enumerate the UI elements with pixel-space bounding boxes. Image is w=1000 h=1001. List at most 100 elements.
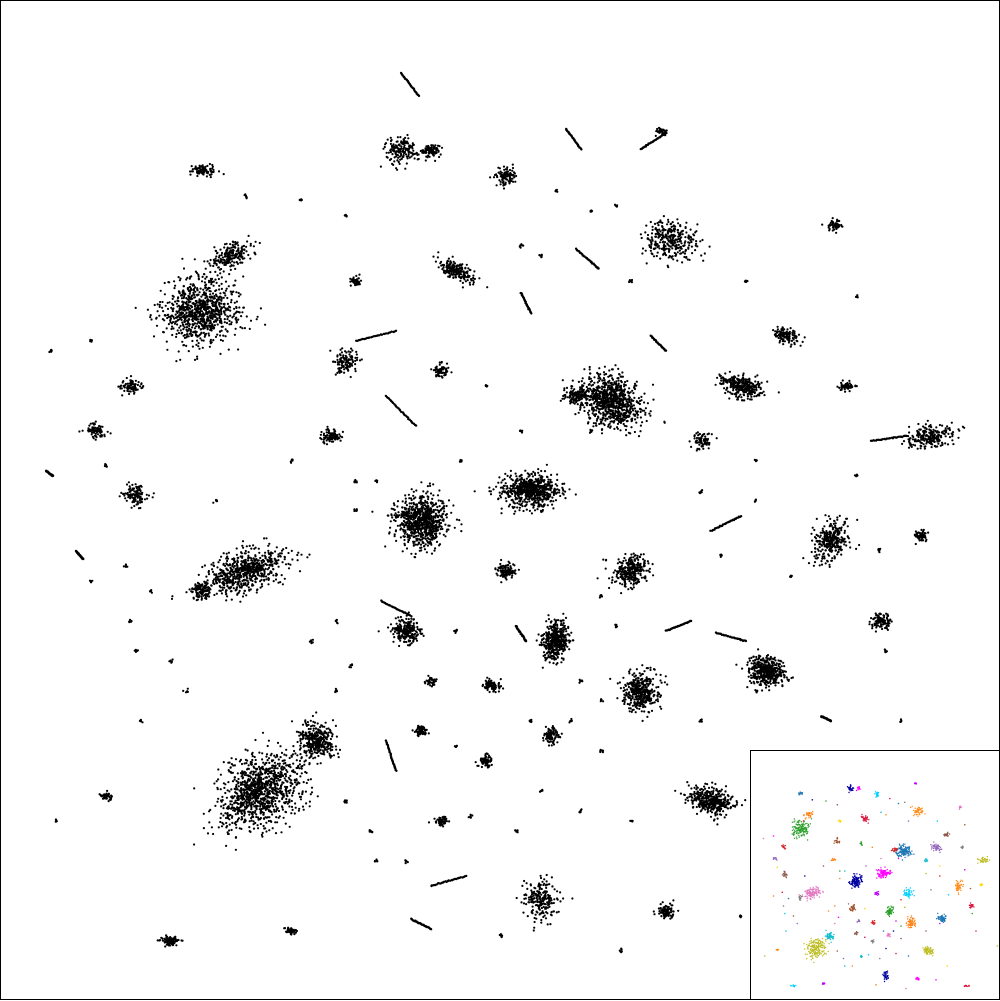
- data-point: [708, 245, 711, 248]
- data-point: [402, 151, 405, 154]
- data-point: [383, 145, 386, 149]
- data-point: [327, 734, 330, 737]
- data-point: [316, 740, 319, 743]
- data-point: [264, 555, 267, 558]
- data-point: [159, 300, 162, 304]
- data-point: [274, 799, 277, 803]
- data-point: [254, 762, 258, 766]
- data-point: [404, 153, 408, 156]
- data-point: [181, 323, 185, 326]
- data-point: [214, 270, 217, 273]
- data-point: [305, 754, 308, 757]
- data-point: [263, 796, 266, 799]
- data-point: [256, 315, 259, 318]
- data-point: [217, 170, 221, 173]
- data-point: [200, 304, 203, 307]
- data-point: [196, 287, 199, 290]
- data-point: [195, 271, 198, 275]
- data-point: [251, 755, 254, 758]
- data-point: [646, 237, 649, 240]
- data-point: [504, 181, 507, 184]
- data-point: [679, 234, 682, 237]
- data-point: [344, 366, 347, 369]
- data-point: [511, 163, 514, 166]
- data-point: [287, 551, 290, 555]
- data-point: [287, 567, 291, 570]
- data-point: [242, 772, 245, 775]
- data-point: [254, 738, 257, 742]
- data-point: [252, 803, 255, 806]
- data-point: [205, 586, 208, 589]
- data-point: [304, 770, 307, 774]
- data-point: [259, 805, 262, 808]
- data-point: [336, 358, 339, 361]
- data-point: [120, 491, 123, 494]
- data-point: [275, 791, 278, 795]
- data-point: [178, 279, 181, 282]
- data-point: [331, 735, 334, 738]
- data-point: [335, 735, 338, 738]
- data-point: [229, 249, 232, 252]
- data-point: [501, 177, 504, 180]
- data-point: [282, 548, 285, 551]
- data-point: [424, 159, 427, 162]
- data-point: [212, 264, 215, 268]
- data-point: [268, 786, 271, 789]
- data-point: [236, 812, 239, 815]
- data-point: [447, 257, 450, 260]
- data-point: [186, 287, 189, 290]
- data-point: [250, 753, 254, 756]
- data-point: [280, 574, 283, 577]
- data-point: [191, 170, 194, 173]
- data-point: [197, 320, 200, 323]
- data-point: [394, 152, 397, 155]
- data-point: [281, 561, 284, 564]
- data-point: [260, 578, 263, 582]
- data-point: [319, 739, 323, 742]
- data-point: [201, 325, 204, 328]
- data-point: [135, 487, 138, 490]
- data-point: [278, 764, 281, 768]
- data-point: [310, 791, 314, 794]
- data-point: [175, 310, 178, 313]
- data-point: [293, 779, 296, 782]
- data-point: [237, 785, 240, 788]
- data-point: [278, 815, 281, 818]
- data-point: [182, 285, 185, 288]
- data-point: [699, 240, 702, 243]
- data-point: [220, 302, 223, 305]
- data-point: [649, 220, 652, 224]
- data-point: [445, 370, 448, 373]
- data-point: [245, 545, 248, 548]
- data-point: [274, 803, 277, 806]
- data-point: [182, 307, 185, 310]
- data-point: [98, 424, 101, 428]
- data-point: [221, 339, 224, 342]
- data-point: [229, 572, 232, 576]
- data-point: [180, 297, 184, 300]
- data-point: [182, 301, 186, 304]
- data-point: [311, 732, 314, 735]
- data-point: [226, 578, 229, 581]
- data-point: [685, 256, 688, 259]
- data-point: [188, 297, 191, 300]
- data-point: [193, 258, 196, 261]
- data-point: [196, 355, 199, 358]
- data-point: [228, 247, 231, 250]
- data-point: [400, 154, 403, 157]
- data-point: [208, 295, 211, 299]
- data-point: [226, 315, 229, 318]
- data-point: [284, 811, 288, 814]
- data-point: [239, 261, 242, 264]
- data-point: [275, 753, 278, 757]
- data-point: [308, 732, 311, 735]
- data-point: [658, 247, 661, 250]
- data-point: [210, 584, 213, 587]
- data-point: [656, 130, 659, 133]
- data-point: [164, 304, 167, 307]
- data-point: [234, 279, 237, 282]
- data-point: [440, 264, 443, 267]
- data-point: [301, 738, 304, 741]
- data-point: [668, 249, 671, 252]
- data-point: [274, 767, 277, 770]
